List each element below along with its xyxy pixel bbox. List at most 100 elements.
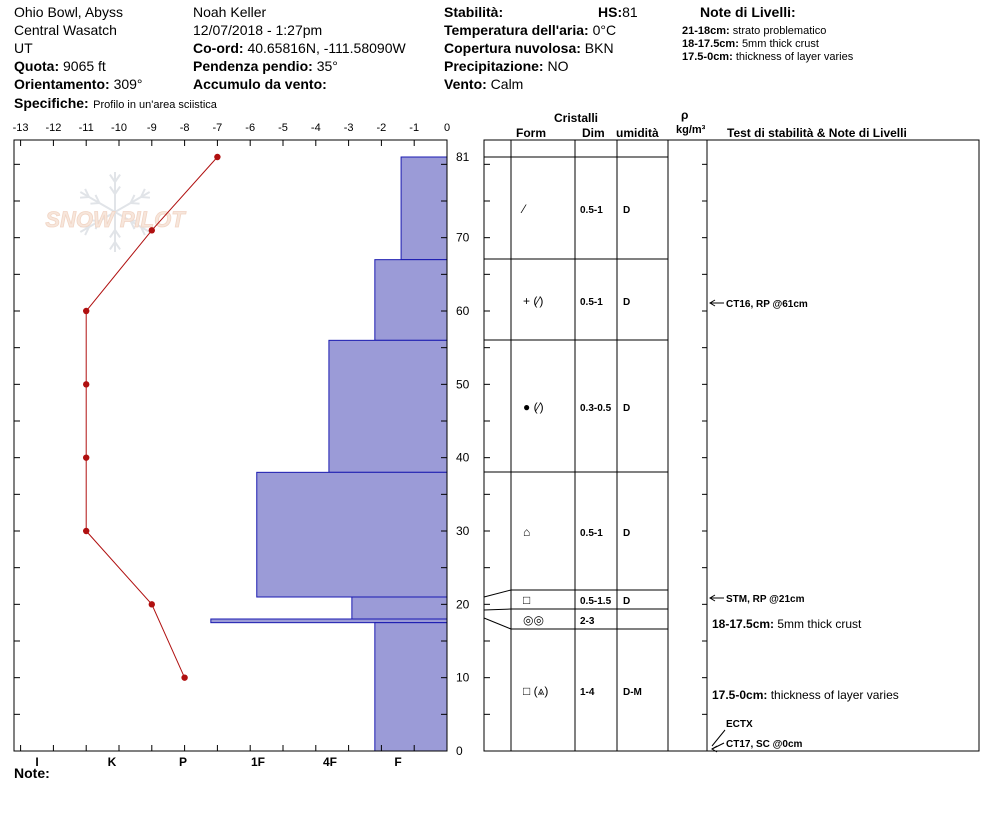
grain-size: 0.5-1.5: [580, 596, 612, 607]
x-tick-label: -10: [111, 122, 127, 134]
crystal-table-text: ⁄ 0.5-1 D + (⁄) 0.5-1 D ● (⁄) 0.3-0.5 D ⌂ 0.5-1 D □ 0…: [520, 202, 642, 698]
moisture: D: [623, 403, 630, 414]
snowflake-branch: [114, 241, 121, 250]
hs-value: 81: [622, 4, 638, 20]
snowflake-branch: [140, 226, 146, 236]
layer-note-text: thickness of layer varies: [735, 51, 854, 63]
temperature-profile: [83, 153, 221, 681]
row-connector: [483, 589, 512, 598]
snowflake-branch: [90, 219, 100, 222]
hardness-tick-label: 1F: [251, 755, 265, 769]
temperature-point: [83, 454, 90, 461]
stability-test-label: CT16, RP @61cm: [726, 299, 808, 310]
precip-value: NO: [547, 58, 569, 74]
layer-note-in-table: 18-17.5cm: 5mm thick crust: [712, 617, 862, 631]
snowflake-branch: [130, 202, 140, 205]
cloud-label: Copertura nuvolosa:: [444, 40, 581, 56]
snowflake-arm: [114, 211, 151, 233]
snowflake-branch: [109, 241, 116, 250]
snowflake-branch: [130, 219, 140, 222]
temperature-point: [83, 381, 90, 388]
wind: Vento: Calm: [444, 76, 523, 92]
hardness-bar: [374, 259, 448, 341]
x-tick-label: -8: [180, 122, 190, 134]
snowflake-branch: [109, 229, 116, 238]
stability-test-label: ECTX: [726, 719, 753, 730]
datetime: 12/07/2018 - 1:27pm: [193, 22, 323, 38]
aspect: Orientamento: 309°: [14, 76, 143, 92]
moisture: D: [623, 596, 630, 607]
hardness-tick-label: P: [179, 755, 187, 769]
snowflake-branch: [109, 174, 116, 183]
logo-text: SNOW PILOT: [45, 207, 186, 232]
snowflake-branch: [79, 225, 90, 228]
moisture: D: [623, 528, 630, 539]
state: UT: [14, 40, 33, 56]
grain-form: □ (⩓): [523, 684, 548, 698]
elevation-value: 9065 ft: [63, 58, 106, 74]
snowflake-icon: [79, 172, 151, 252]
snowflake-branch: [79, 196, 90, 199]
snowflake-arm: [79, 211, 116, 233]
row-connector: [483, 617, 512, 630]
x-tick-label: -5: [278, 122, 288, 134]
slope-label: Pendenza pendio:: [193, 58, 313, 74]
x-tick-label: -6: [245, 122, 255, 134]
x-tick-label: -13: [13, 122, 29, 134]
stability-annotations: CT16, RP @61cm STM, RP @21cm ECTX CT17, SC …: [709, 299, 899, 753]
temperature-line: [85, 156, 218, 678]
y-tick-label: 30: [456, 524, 470, 538]
layer-note-text: 5mm thick crust: [741, 38, 819, 50]
x-tick-label: -11: [79, 122, 94, 134]
snowflake-branch: [109, 186, 116, 195]
air-temp-label: Temperatura dell'aria:: [444, 22, 589, 38]
hardness-bar: [400, 156, 448, 261]
snowpilot-logo: SNOW PILOT: [45, 172, 187, 252]
specifics-value: Profilo in un'area sciistica: [93, 99, 217, 111]
hardness-tick-label: I: [35, 755, 38, 769]
x-tick-label: -9: [147, 122, 157, 134]
grain-form: ◎◎: [523, 613, 544, 627]
location: Ohio Bowl, Abyss: [14, 4, 123, 20]
cloud-value: BKN: [584, 40, 614, 56]
layer-note-1: 21-18cm: strato problematico: [682, 25, 826, 37]
moisture: D-M: [623, 687, 642, 698]
hardness-layers: [210, 156, 448, 752]
wind-loading-label: Accumulo da vento:: [193, 76, 327, 92]
temperature-point: [83, 307, 90, 315]
profile-axes: -13 -12 -11 -10 -9 -8 -7 -6 -5 -4 -3 -2 -1 0010203040…: [13, 122, 470, 769]
density-symbol: ρ: [681, 108, 689, 122]
aspect-value: 309°: [113, 76, 143, 92]
snowflake-branch: [94, 194, 101, 204]
grain-size: 0.5-1: [580, 297, 603, 308]
grain-size: 0.5-1: [580, 205, 603, 216]
mountain-range: Central Wasatch: [14, 22, 117, 38]
aspect-label: Orientamento:: [14, 76, 110, 92]
coord-label: Co-ord:: [193, 40, 244, 56]
coordinates: Co-ord: 40.65816N, -111.58090W: [193, 40, 406, 56]
specifics-label: Specifiche:: [14, 95, 89, 111]
x-tick-label: -2: [377, 122, 387, 134]
temperature-point: [148, 227, 155, 234]
elevation-label: Quota:: [14, 58, 60, 74]
y-tick-label: 40: [456, 451, 470, 465]
hardness-bar: [210, 618, 448, 624]
x-tick-label: -4: [311, 122, 321, 134]
grain-form: ● (⁄): [523, 400, 544, 414]
layer-notes-title: Note di Livelli:: [700, 4, 796, 20]
table-frame: [483, 139, 980, 752]
x-tick-label: -3: [344, 122, 354, 134]
precipitation: Precipitazione: NO: [444, 58, 568, 74]
snowflake-arm: [114, 191, 151, 213]
moisture: D: [623, 205, 630, 216]
grain-form: ⁄: [520, 202, 527, 216]
layer-note-2: 18-17.5cm: 5mm thick crust: [682, 38, 819, 50]
temperature-point: [181, 674, 188, 681]
cloud-cover: Copertura nuvolosa: BKN: [444, 40, 614, 56]
hs-label: HS:: [598, 4, 623, 20]
density-unit: kg/m³: [676, 124, 706, 136]
arrow-head: [709, 299, 716, 307]
layer-note-range: 18-17.5cm:: [682, 38, 739, 50]
layer-note-3: 17.5-0cm: thickness of layer varies: [682, 51, 853, 63]
